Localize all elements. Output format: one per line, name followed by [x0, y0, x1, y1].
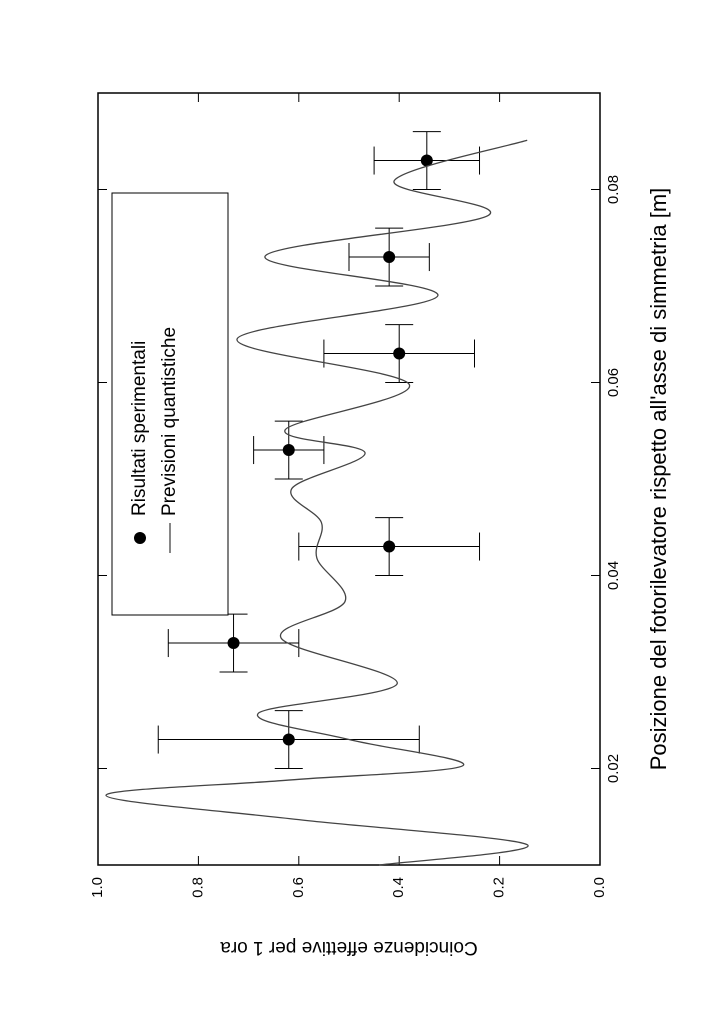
plot-frame [97, 92, 601, 866]
x-axis-label: Posizione del fotorilevatore rispetto al… [646, 188, 671, 771]
y-tick-label: 0.8 [189, 877, 206, 898]
data-point [383, 540, 396, 553]
data-point [282, 733, 295, 746]
data-point [227, 637, 240, 650]
y-tick-label: 0.2 [491, 877, 508, 898]
legend-label: Risultati sperimentali [129, 341, 150, 516]
y-tick-label: 0.6 [290, 877, 307, 898]
plot-area: 0.02 0.04 0.06 0.08 0.0 0.2 0.4 0.6 0.8 1.0 Posizi… [89, 92, 671, 958]
legend-box [111, 192, 229, 616]
y-axis-label: Coincidenze effettive per 1 ora [220, 937, 478, 958]
x-tick-label: 0.04 [605, 561, 622, 590]
legend: Risultati sperimentali Previsioni quantis… [111, 192, 229, 616]
x-tick-label: 0.08 [605, 175, 622, 204]
y-tick-label: 0.0 [591, 877, 608, 898]
x-tick-label: 0.06 [605, 368, 622, 397]
legend-marker [134, 532, 146, 544]
legend-label: Previsioni quantistiche [159, 327, 180, 516]
x-tick-label: 0.02 [605, 754, 622, 783]
data-point [383, 251, 396, 264]
prediction-line [105, 139, 529, 866]
data-point [393, 347, 406, 360]
data-point [282, 444, 295, 457]
y-tick-label: 1.0 [89, 877, 106, 898]
data-point [420, 154, 433, 167]
y-tick-label: 0.4 [390, 877, 407, 898]
